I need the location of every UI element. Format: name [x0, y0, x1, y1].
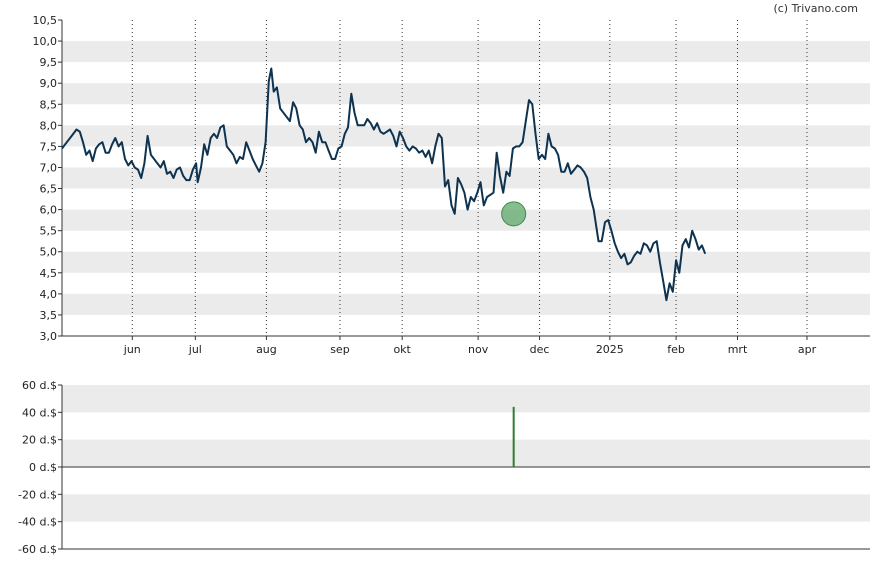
- y-tick-label: 5,5: [40, 225, 58, 238]
- price-panel: jun jul aug sep okt nov dec 2025 feb mrt apr 3,0 3,5…: [33, 14, 870, 356]
- y-tick-label: 4,5: [40, 267, 58, 280]
- x-tick-label: okt: [393, 343, 411, 356]
- y-tick-label: 10,0: [33, 35, 58, 48]
- y-tick-label: 7,0: [40, 161, 58, 174]
- y-tick-label: 8,5: [40, 98, 58, 111]
- x-tick-label: sep: [330, 343, 349, 356]
- volume-y-tick-label: -20 d.$: [18, 488, 57, 501]
- y-tick-label: 3,0: [40, 330, 58, 343]
- y-tick-label: 9,0: [40, 77, 58, 90]
- price-grid-band: [62, 293, 870, 315]
- x-tick-label: mrt: [728, 343, 748, 356]
- x-tick-label: dec: [530, 343, 550, 356]
- y-tick-label: 6,0: [40, 204, 58, 217]
- volume-y-tick-label: -60 d.$: [18, 543, 57, 556]
- y-tick-label: 10,5: [33, 14, 58, 27]
- volume-grid-band: [62, 439, 870, 467]
- volume-y-tick-label: 60 d.$: [22, 379, 57, 392]
- volume-y-tick-label: 0 d.$: [29, 461, 57, 474]
- x-tick-label: nov: [468, 343, 489, 356]
- y-tick-label: 7,5: [40, 140, 58, 153]
- volume-y-tick-label: -40 d.$: [18, 516, 57, 529]
- price-grid-band: [62, 209, 870, 231]
- x-tick-label: 2025: [596, 343, 624, 356]
- volume-panel: 60 d.$ 40 d.$ 20 d.$ 0 d.$ -20 d.$ -40 d.$ -60…: [18, 379, 870, 556]
- volume-y-tick-label: 40 d.$: [22, 406, 57, 419]
- price-grid-band: [62, 167, 870, 189]
- y-tick-label: 8,0: [40, 119, 58, 132]
- x-tick-label: aug: [256, 343, 277, 356]
- price-grid-band: [62, 41, 870, 63]
- credit-label: (c) Trivano.com: [773, 2, 858, 15]
- x-tick-label: jun: [123, 343, 141, 356]
- volume-y-tick-label: 20 d.$: [22, 434, 57, 447]
- price-grid-band: [62, 83, 870, 105]
- transaction-marker: [501, 201, 527, 227]
- y-tick-label: 4,0: [40, 288, 58, 301]
- y-tick-label: 3,5: [40, 309, 58, 322]
- y-tick-label: 5,0: [40, 246, 58, 259]
- x-tick-label: apr: [798, 343, 817, 356]
- price-line: [61, 67, 707, 302]
- price-grid-band: [62, 251, 870, 273]
- volume-grid-band: [62, 385, 870, 413]
- volume-grid-band: [62, 494, 870, 522]
- x-tick-label: feb: [667, 343, 685, 356]
- y-tick-label: 6,5: [40, 183, 58, 196]
- x-tick-label: jul: [188, 343, 202, 356]
- price-grid-band: [62, 125, 870, 147]
- y-tick-label: 9,5: [40, 56, 58, 69]
